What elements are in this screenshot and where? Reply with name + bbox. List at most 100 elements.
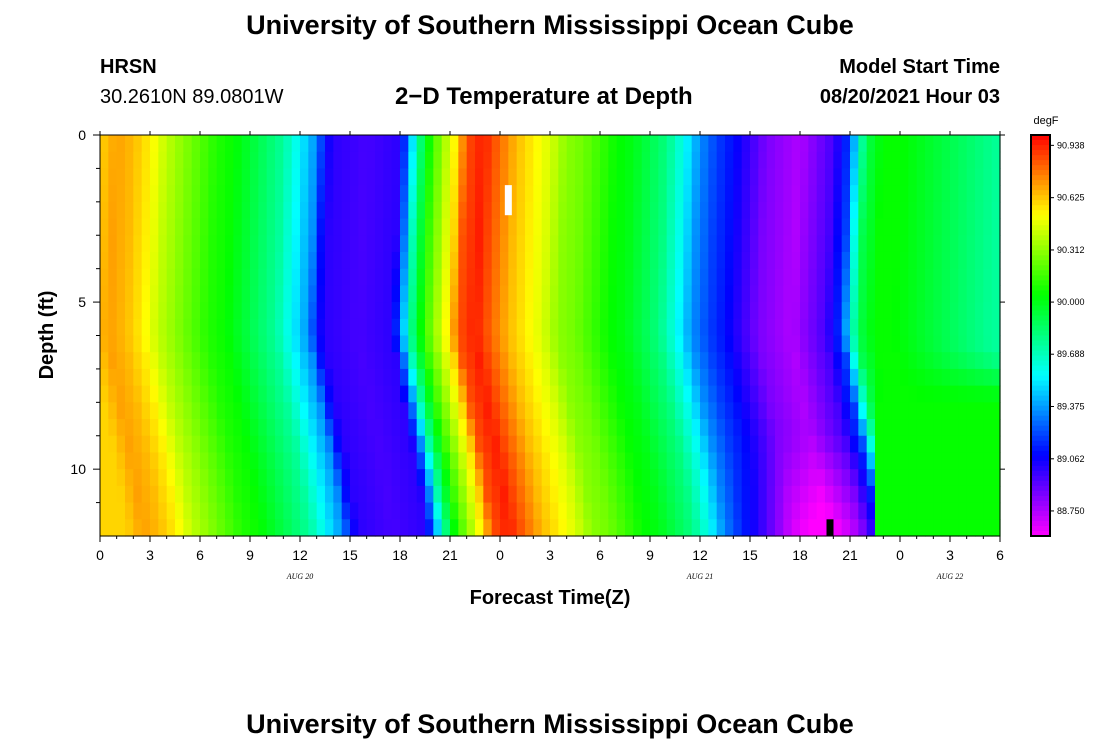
heatmap-cell (325, 302, 334, 320)
heatmap-cell (475, 352, 484, 370)
heatmap-cell (433, 502, 443, 520)
heatmap-cell (883, 469, 893, 487)
heatmap-cell (541, 201, 551, 220)
heatmap-cell (500, 419, 509, 437)
heatmap-cell (725, 218, 734, 236)
heatmap-cell (716, 402, 726, 420)
heatmap-cell (766, 368, 776, 387)
heatmap-cell (316, 168, 326, 186)
heatmap-cell (116, 235, 126, 253)
heatmap-cell (575, 452, 584, 470)
heatmap-cell (750, 218, 759, 236)
heatmap-cell (250, 168, 259, 186)
heatmap-cell (508, 502, 518, 520)
colorbar-segment (1031, 155, 1050, 161)
heatmap-cell (783, 268, 793, 286)
heatmap-cell (508, 368, 518, 387)
heatmap-cell (433, 352, 443, 370)
heatmap-cell (441, 452, 451, 470)
heatmap-cell (341, 419, 351, 437)
heatmap-cell (675, 368, 684, 387)
heatmap-cell (500, 352, 509, 370)
heatmap-cell (491, 419, 501, 437)
heatmap-cell (333, 251, 343, 270)
heatmap-cell (491, 185, 501, 203)
heatmap-cell (633, 318, 643, 337)
heatmap-cell (541, 385, 551, 403)
heatmap-cell (900, 335, 909, 353)
heatmap-cell (875, 368, 884, 387)
heatmap-cell (841, 435, 851, 454)
heatmap-cell (858, 502, 868, 520)
heatmap-cell (258, 435, 268, 454)
heatmap-cell (758, 218, 768, 236)
heatmap-cell (533, 402, 543, 420)
heatmap-cell (833, 502, 843, 520)
heatmap-cell (933, 318, 943, 337)
heatmap-cell (108, 168, 118, 186)
heatmap-cell (866, 218, 876, 236)
heatmap-cell (808, 218, 818, 236)
heatmap-cell (516, 385, 526, 403)
heatmap-cell (825, 251, 834, 270)
heatmap-cell (708, 419, 718, 437)
date-label: AUG 22 (936, 572, 963, 581)
heatmap-cell (108, 435, 118, 454)
heatmap-cell (125, 368, 134, 387)
x-axis-title: Forecast Time(Z) (470, 587, 631, 609)
heatmap-cell (766, 235, 776, 253)
heatmap-cell (433, 469, 443, 487)
heatmap-cell (158, 519, 168, 537)
heatmap-cell (816, 185, 826, 203)
heatmap-cell (758, 385, 768, 403)
heatmap-cell (841, 185, 851, 203)
colorbar-unit-label: degF (1033, 115, 1058, 127)
heatmap-cell (458, 335, 468, 353)
heatmap-cell (891, 385, 901, 403)
colorbar-segment (1031, 420, 1050, 427)
heatmap-cell (308, 485, 318, 504)
heatmap-cell (508, 485, 518, 504)
colorbar-segment (1031, 415, 1050, 422)
heatmap-cell (966, 268, 976, 286)
heatmap-cell (283, 368, 293, 387)
heatmap-cell (933, 352, 943, 370)
heatmap-cell (983, 285, 993, 303)
x-tick-label: 3 (546, 547, 554, 563)
heatmap-cell (450, 368, 459, 387)
heatmap-cell (566, 502, 576, 520)
heatmap-cell (466, 268, 476, 286)
heatmap-cell (616, 268, 626, 286)
heatmap-cell (941, 485, 951, 504)
heatmap-cell (833, 469, 843, 487)
heatmap-cell (875, 302, 884, 320)
heatmap-cell (266, 318, 276, 337)
heatmap-cell (233, 268, 243, 286)
heatmap-cell (175, 352, 184, 370)
heatmap-cell (591, 335, 601, 353)
heatmap-cell (466, 435, 476, 454)
heatmap-cell (425, 335, 434, 353)
heatmap-cell (391, 485, 401, 504)
heatmap-cell (925, 318, 934, 337)
colorbar-segment (1031, 195, 1050, 201)
heatmap-cell (150, 502, 159, 520)
heatmap-cell (816, 218, 826, 236)
heatmap-cell (600, 335, 609, 353)
colorbar-segment (1031, 165, 1050, 171)
heatmap-cell (441, 352, 451, 370)
heatmap-cell (650, 469, 659, 487)
heatmap-cell (208, 419, 218, 437)
heatmap-cell (791, 218, 801, 236)
heatmap-cell (475, 469, 484, 487)
heatmap-cell (675, 502, 684, 520)
heatmap-cell (541, 402, 551, 420)
x-tick-label: 3 (146, 547, 154, 563)
heatmap-cell (666, 185, 676, 203)
heatmap-cell (750, 352, 759, 370)
heatmap-cell (858, 302, 868, 320)
heatmap-cell (933, 235, 943, 253)
heatmap-cell (983, 135, 993, 153)
heatmap-cell (608, 185, 618, 203)
heatmap-cell (133, 185, 143, 203)
